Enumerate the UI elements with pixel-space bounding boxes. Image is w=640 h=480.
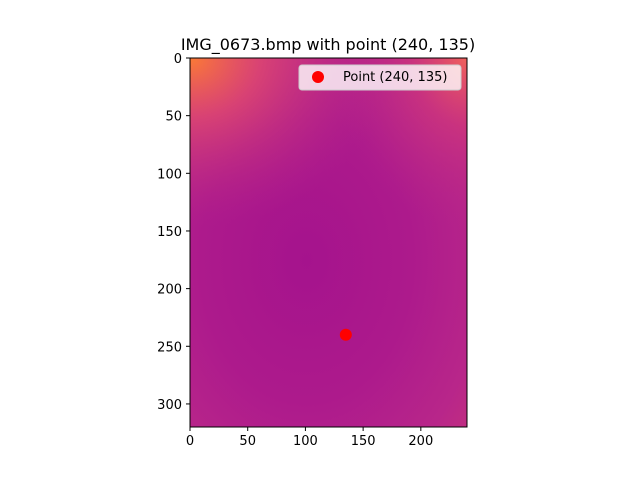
x-tick-label: 0: [186, 434, 194, 449]
y-tick-label: 150: [157, 225, 182, 240]
image-area: [190, 58, 467, 427]
legend-marker: [312, 71, 324, 83]
x-axis: 0 50 100 150 200: [186, 427, 433, 449]
y-tick-label: 300: [157, 398, 182, 413]
x-tick-label: 100: [293, 434, 318, 449]
y-tick-label: 0: [174, 52, 182, 67]
x-tick-label: 200: [408, 434, 433, 449]
y-tick-label: 50: [165, 110, 182, 125]
y-tick-label: 200: [157, 283, 182, 298]
y-tick-label: 100: [157, 167, 182, 182]
y-tick-label: 250: [157, 340, 182, 355]
x-tick-label: 150: [351, 434, 376, 449]
legend-label: Point (240, 135): [343, 70, 447, 85]
plot-frame: [189, 57, 468, 428]
x-tick-label: 50: [239, 434, 256, 449]
points-layer: [339, 328, 352, 341]
chart-title: IMG_0673.bmp with point (240, 135): [181, 35, 475, 55]
legend-box: [298, 64, 462, 91]
y-axis: 0 50 100 150 200 250 300: [157, 52, 190, 413]
legend: Point (240, 135): [298, 64, 462, 91]
data-point: [339, 328, 352, 341]
